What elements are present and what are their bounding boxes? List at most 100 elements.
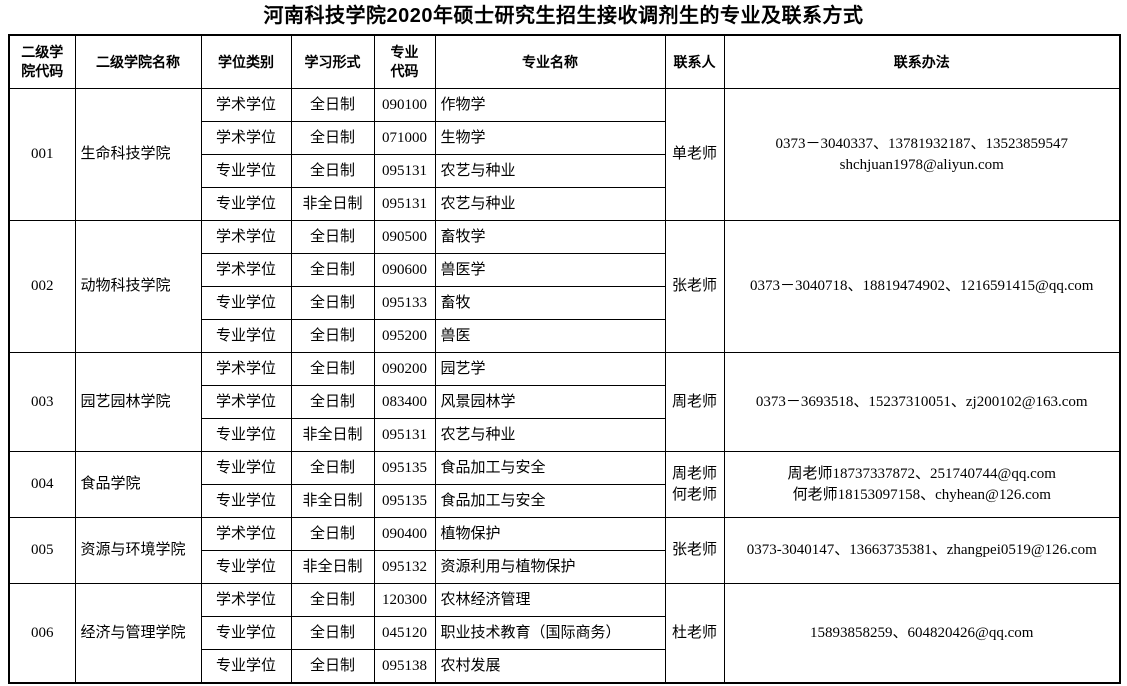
college-code-cell: 002 [8,220,76,353]
table-row: 学术学位 全日制 090600 兽医学 [9,253,1120,287]
major-code-cell: 095135 [373,484,436,518]
college-code-cell: 003 [8,352,76,452]
degree-type-cell: 学术学位 [200,352,292,386]
table-row: 专业学位 非全日制 095135 食品加工与安全 [9,484,1120,518]
contact-method-cell: 0373-3040147、13663735381、zhangpei0519@12… [723,517,1121,584]
degree-type-cell: 专业学位 [200,550,292,584]
contact-method-cell: 0373－3693518、15237310051、zj200102@163.co… [723,352,1121,452]
major-code-cell: 095138 [373,649,436,684]
table-row: 专业学位 非全日制 095131 农艺与种业 [9,187,1120,221]
major-name-cell: 农艺与种业 [434,187,666,221]
table-row: 专业学位 全日制 095138 农村发展 [9,649,1120,684]
study-form-cell: 全日制 [290,88,375,122]
college-code-cell: 005 [8,517,76,584]
degree-type-cell: 专业学位 [200,649,292,684]
contact-method-cell: 0373－3040337、13781932187、13523859547 shc… [723,88,1121,221]
college-name-cell: 动物科技学院 [74,220,202,353]
major-code-cell: 090500 [373,220,436,254]
major-name-cell: 作物学 [434,88,666,122]
study-form-cell: 全日制 [290,352,375,386]
table-row: 专业学位 全日制 095133 畜牧 [9,286,1120,320]
degree-type-cell: 学术学位 [200,517,292,551]
header-college-name: 二级学院名称 [74,34,202,89]
major-name-cell: 农艺与种业 [434,418,666,452]
table-row: 005 资源与环境学院 学术学位 全日制 090400 植物保护 张老师 0373-30401… [8,517,1121,584]
major-code-cell: 120300 [373,583,436,617]
major-code-cell: 095131 [373,154,436,188]
table-row: 专业学位 全日制 045120 职业技术教育（国际商务） [9,616,1120,650]
college-name-cell: 园艺园林学院 [74,352,202,452]
contact-method-cell: 周老师18737337872、251740744@qq.com 何老师18153… [723,451,1121,518]
degree-type-cell: 学术学位 [200,121,292,155]
degree-type-cell: 学术学位 [200,88,292,122]
degree-type-cell: 专业学位 [200,319,292,353]
major-name-cell: 生物学 [434,121,666,155]
study-form-cell: 非全日制 [290,187,375,221]
college-name-cell: 食品学院 [74,451,202,518]
major-name-cell: 食品加工与安全 [434,451,666,485]
major-code-cell: 095131 [373,418,436,452]
study-form-cell: 全日制 [290,121,375,155]
table-row: 专业学位 全日制 095200 兽医 [9,319,1120,353]
table-body: 001 生命科技学院 学术学位 全日制 090100 作物学 单老师 0373－3040337… [8,88,1121,684]
degree-type-cell: 专业学位 [200,418,292,452]
study-form-cell: 全日制 [290,385,375,419]
major-code-cell: 090100 [373,88,436,122]
contact-method-cell: 15893858259、604820426@qq.com [723,583,1121,684]
major-code-cell: 083400 [373,385,436,419]
study-form-cell: 非全日制 [290,550,375,584]
table-row: 专业学位 全日制 095131 农艺与种业 [9,154,1120,188]
degree-type-cell: 专业学位 [200,286,292,320]
major-name-cell: 兽医学 [434,253,666,287]
major-name-cell: 农林经济管理 [434,583,666,617]
major-name-cell: 职业技术教育（国际商务） [434,616,666,650]
major-name-cell: 兽医 [434,319,666,353]
header-contact-person: 联系人 [664,34,725,89]
header-major-name: 专业名称 [434,34,666,89]
college-name-cell: 经济与管理学院 [74,583,202,684]
degree-type-cell: 专业学位 [200,616,292,650]
table-row: 学术学位 全日制 083400 风景园林学 [9,385,1120,419]
contact-person-cell: 张老师 [664,517,725,584]
major-code-cell: 045120 [373,616,436,650]
degree-type-cell: 学术学位 [200,583,292,617]
table-row: 专业学位 非全日制 095131 农艺与种业 [9,418,1120,452]
major-code-cell: 095131 [373,187,436,221]
header-contact-method: 联系办法 [723,34,1121,89]
major-name-cell: 园艺学 [434,352,666,386]
college-code-cell: 001 [8,88,76,221]
study-form-cell: 全日制 [290,220,375,254]
study-form-cell: 全日制 [290,649,375,684]
major-name-cell: 食品加工与安全 [434,484,666,518]
study-form-cell: 全日制 [290,616,375,650]
major-code-cell: 095133 [373,286,436,320]
page-title: 河南科技学院2020年硕士研究生招生接收调剂生的专业及联系方式 [263,5,864,27]
table-row: 004 食品学院 专业学位 全日制 095135 食品加工与安全 周老师 何老师 周老师187… [8,451,1121,518]
study-form-cell: 全日制 [290,451,375,485]
study-form-cell: 非全日制 [290,418,375,452]
major-name-cell: 风景园林学 [434,385,666,419]
major-code-cell: 095132 [373,550,436,584]
adjustment-table: 二级学 院代码 二级学院名称 学位类别 学习形式 专业 代码 专业名称 联系人 … [8,34,1121,684]
major-code-cell: 090600 [373,253,436,287]
major-code-cell: 090400 [373,517,436,551]
major-code-cell: 095200 [373,319,436,353]
degree-type-cell: 专业学位 [200,484,292,518]
college-code-cell: 004 [8,451,76,518]
major-code-cell: 095135 [373,451,436,485]
major-name-cell: 农村发展 [434,649,666,684]
college-code-cell: 006 [8,583,76,684]
study-form-cell: 全日制 [290,154,375,188]
study-form-cell: 全日制 [290,253,375,287]
table-row: 001 生命科技学院 学术学位 全日制 090100 作物学 单老师 0373－3040337… [8,88,1121,221]
contact-person-cell: 杜老师 [664,583,725,684]
header-college-code: 二级学 院代码 [8,34,76,89]
degree-type-cell: 专业学位 [200,451,292,485]
college-name-cell: 资源与环境学院 [74,517,202,584]
degree-type-cell: 学术学位 [200,385,292,419]
degree-type-cell: 学术学位 [200,253,292,287]
contact-person-cell: 周老师 [664,352,725,452]
degree-type-cell: 专业学位 [200,187,292,221]
major-code-cell: 090200 [373,352,436,386]
table-row: 学术学位 全日制 071000 生物学 [9,121,1120,155]
